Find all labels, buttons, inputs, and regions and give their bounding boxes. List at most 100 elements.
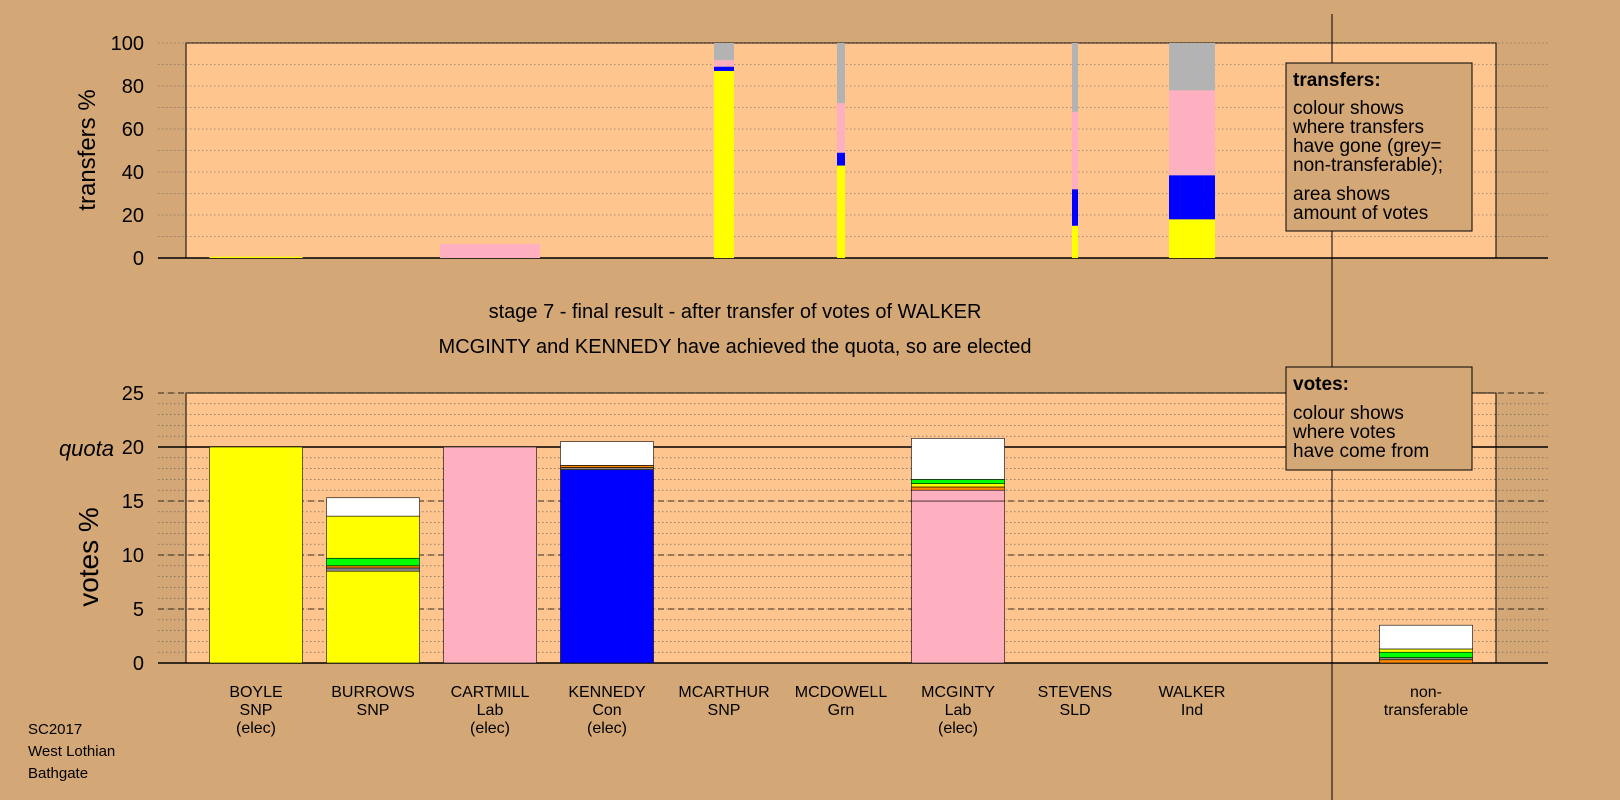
x-tick-label: BOYLE	[229, 684, 282, 701]
transfers-legend-line: where transfers	[1292, 117, 1424, 138]
transfers-legend: transfers: colour shows where transfers …	[1285, 62, 1473, 232]
x-tick-label: (elec)	[470, 720, 510, 737]
transfers-y-axis-label: transfers %	[74, 89, 101, 210]
transfers-legend-line: area shows	[1293, 184, 1390, 205]
votes-legend-line: have come from	[1293, 441, 1429, 462]
bar-segment	[1379, 651, 1473, 658]
x-tick-label: MCARTHUR	[678, 684, 769, 701]
x-tick-label: (elec)	[938, 720, 978, 737]
bar-segment	[714, 43, 734, 61]
votes-legend-title: votes:	[1293, 374, 1349, 395]
bar-segment	[1072, 111, 1078, 190]
stage-title: stage 7 - final result - after transfer …	[489, 301, 982, 323]
bar-segment	[1169, 43, 1215, 91]
x-tick-label: BURROWS	[331, 684, 415, 701]
bar-stevens	[1072, 43, 1078, 258]
bar-segment	[560, 469, 654, 664]
transfers-legend-line: have gone (grey=	[1293, 136, 1441, 157]
bar-segment	[911, 489, 1005, 502]
x-tick-label: (elec)	[587, 720, 627, 737]
bar-segment	[837, 103, 845, 153]
bar-segment	[911, 483, 1005, 488]
x-tick-label: Ind	[1181, 702, 1203, 719]
y-tick-label: 0	[133, 248, 144, 270]
y-tick-label: 20	[122, 205, 144, 227]
transfers-legend-title: transfers:	[1293, 70, 1381, 91]
bar-segment	[1379, 648, 1473, 653]
y-tick-label: 80	[122, 76, 144, 98]
bar-segment	[1072, 225, 1078, 258]
bar-segment	[1169, 219, 1215, 258]
y-tick-label: 20	[122, 437, 144, 459]
votes-legend-line: where votes	[1292, 422, 1395, 443]
bar-segment	[837, 152, 845, 166]
x-tick-label: SNP	[357, 702, 390, 719]
bar-segment	[714, 60, 734, 67]
x-tick-label: Grn	[828, 702, 855, 719]
x-tick-label: WALKER	[1159, 684, 1226, 701]
bar-segment	[1072, 43, 1078, 112]
stage-subtitle: MCGINTY and KENNEDY have achieved the qu…	[439, 336, 1032, 358]
footer-ward: Bathgate	[28, 765, 88, 782]
bar-segment	[911, 486, 1005, 491]
bar-segment	[911, 438, 1005, 480]
y-tick-label: 0	[133, 653, 144, 675]
x-tick-label: Lab	[477, 702, 504, 719]
bar-segment	[326, 565, 420, 569]
x-tick-label: Con	[592, 702, 621, 719]
bar-segment	[209, 256, 303, 258]
x-tick-label: SNP	[708, 702, 741, 719]
bar-segment	[440, 244, 540, 258]
bar-burrows	[326, 497, 420, 664]
bar-segment	[326, 557, 420, 567]
x-tick-label: SNP	[240, 702, 273, 719]
votes-legend: votes: colour shows where votes have com…	[1285, 366, 1473, 471]
x-tick-label: SLD	[1059, 702, 1090, 719]
y-tick-label: 60	[122, 119, 144, 141]
votes-legend-line: colour shows	[1293, 403, 1404, 424]
bar-segment	[326, 497, 420, 517]
bar-mcarthur	[714, 43, 734, 258]
bar-segment	[1169, 175, 1215, 220]
quota-label: quota	[59, 436, 114, 461]
x-tick-label: KENNEDY	[568, 684, 646, 701]
y-tick-label: 40	[122, 162, 144, 184]
x-tick-label: MCGINTY	[921, 684, 995, 701]
bar-segment	[1169, 90, 1215, 176]
bar-segment	[911, 479, 1005, 485]
bar-kennedy	[560, 441, 654, 664]
bar-segment	[837, 43, 845, 104]
bar-segment	[714, 66, 734, 71]
bar-segment	[560, 467, 654, 470]
x-tick-label: non-	[1410, 684, 1442, 701]
bar-mcdowell	[837, 43, 845, 258]
transfers-legend-line: non-transferable);	[1293, 155, 1443, 176]
x-tick-label: transferable	[1384, 702, 1469, 719]
x-tick-label: MCDOWELL	[795, 684, 888, 701]
bar-segment	[837, 165, 845, 258]
bar-segment	[443, 446, 537, 664]
bar-segment	[1379, 624, 1473, 650]
bar-non-transferable	[1379, 624, 1473, 664]
bar-segment	[326, 567, 420, 572]
bar-mcginty	[911, 438, 1005, 664]
bar-segment	[326, 570, 420, 664]
footer-election: SC2017	[28, 721, 82, 738]
x-tick-label: STEVENS	[1038, 684, 1113, 701]
bar-boyle	[209, 256, 303, 258]
y-tick-label: 100	[111, 33, 144, 55]
bar-segment	[714, 70, 734, 258]
transfers-legend-line: colour shows	[1293, 98, 1404, 119]
bar-walker	[1169, 43, 1215, 258]
y-tick-label: 15	[122, 491, 144, 513]
x-tick-label: CARTMILL	[451, 684, 530, 701]
x-tick-label: (elec)	[236, 720, 276, 737]
y-tick-label: 10	[122, 545, 144, 567]
transfers-legend-line: amount of votes	[1293, 203, 1428, 224]
bar-segment	[326, 515, 420, 559]
votes-chart: 0510152025BOYLESNP(elec)BURROWSSNPCARTMI…	[122, 383, 1548, 737]
bar-cartmill	[443, 446, 537, 664]
bar-segment	[560, 465, 654, 468]
footer-council: West Lothian	[28, 743, 115, 760]
